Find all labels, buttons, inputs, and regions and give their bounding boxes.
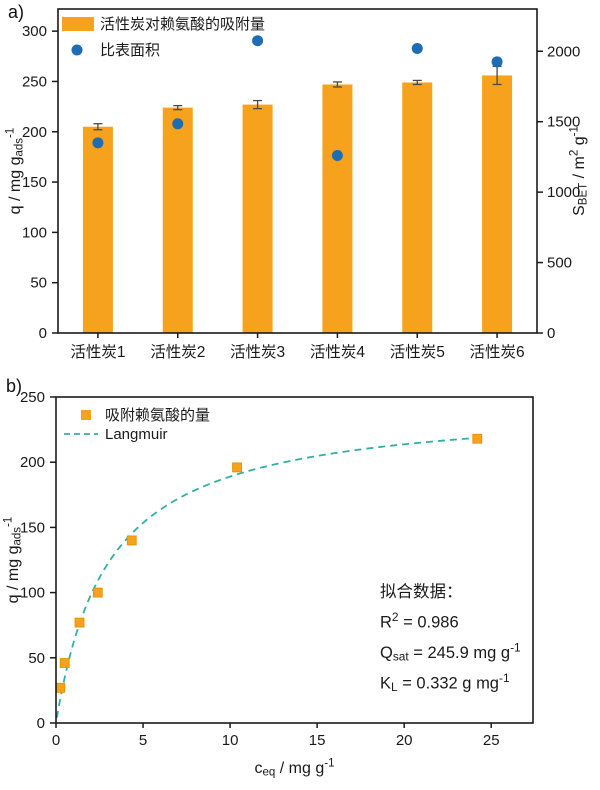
svg-text:1000: 1000 bbox=[547, 184, 580, 201]
panel-a-label: a) bbox=[8, 2, 25, 22]
error-bar bbox=[173, 104, 183, 111]
svg-text:活性炭4: 活性炭4 bbox=[310, 343, 366, 361]
svg-text:ceq / mg g-1: ceq / mg g-1 bbox=[255, 758, 335, 779]
data-point bbox=[472, 433, 483, 444]
svg-text:200: 200 bbox=[22, 124, 47, 141]
plot-frame-a bbox=[57, 8, 538, 334]
legend-dot-swatch bbox=[71, 44, 83, 56]
svg-text:吸附赖氨酸的量: 吸附赖氨酸的量 bbox=[105, 407, 210, 424]
svg-text:q / mg gads-1: q / mg gads-1 bbox=[5, 128, 26, 215]
sbet-point bbox=[252, 35, 264, 47]
svg-text:100: 100 bbox=[20, 585, 45, 602]
svg-text:20: 20 bbox=[396, 732, 413, 749]
svg-text:50: 50 bbox=[28, 650, 45, 667]
svg-text:比表面积: 比表面积 bbox=[100, 42, 160, 59]
svg-text:50: 50 bbox=[30, 275, 47, 292]
svg-text:2000: 2000 bbox=[547, 43, 580, 60]
data-point bbox=[92, 587, 103, 598]
svg-text:300: 300 bbox=[22, 23, 47, 40]
svg-text:250: 250 bbox=[20, 389, 45, 406]
sbet-point bbox=[411, 42, 423, 54]
svg-text:0: 0 bbox=[52, 732, 60, 749]
panel-a-chart: 0 50 100 150 200 250 300 0 500 1000 1500 2000 活性炭1 活性… bbox=[5, 8, 590, 361]
svg-text:SBET / m2 g-1: SBET / m2 g-1 bbox=[569, 126, 590, 216]
panel-b-label: b) bbox=[6, 376, 23, 396]
svg-text:KL = 0.332 g mg-1: KL = 0.332 g mg-1 bbox=[380, 671, 510, 694]
error-bar bbox=[332, 81, 342, 88]
svg-text:1500: 1500 bbox=[547, 114, 580, 131]
svg-text:活性炭6: 活性炭6 bbox=[470, 343, 525, 361]
svg-text:15: 15 bbox=[309, 732, 326, 749]
svg-text:拟合数据：: 拟合数据： bbox=[380, 582, 463, 601]
sbet-point bbox=[172, 118, 184, 130]
data-point bbox=[232, 462, 242, 473]
data-point bbox=[55, 682, 66, 693]
svg-text:25: 25 bbox=[483, 732, 500, 749]
svg-text:250: 250 bbox=[22, 73, 47, 90]
svg-text:200: 200 bbox=[20, 454, 45, 471]
svg-text:150: 150 bbox=[20, 519, 45, 536]
svg-text:100: 100 bbox=[22, 224, 47, 241]
error-bar bbox=[412, 79, 422, 86]
sbet-point bbox=[491, 56, 503, 68]
bar bbox=[402, 82, 433, 333]
legend-b: 吸附赖氨酸的量 Langmuir bbox=[64, 407, 210, 443]
svg-text:q / mg gads-1: q / mg gads-1 bbox=[3, 517, 24, 604]
svg-text:活性炭5: 活性炭5 bbox=[390, 343, 445, 361]
data-point bbox=[74, 617, 85, 628]
legend-square-swatch bbox=[81, 410, 91, 420]
legend-bar-swatch bbox=[62, 17, 94, 31]
svg-text:Qsat = 245.9 mg g-1: Qsat = 245.9 mg g-1 bbox=[380, 640, 521, 663]
error-bar bbox=[93, 123, 103, 131]
svg-text:活性炭1: 活性炭1 bbox=[70, 343, 125, 361]
svg-text:0: 0 bbox=[37, 715, 45, 732]
error-bar bbox=[253, 99, 263, 110]
bar bbox=[322, 84, 353, 333]
data-point bbox=[59, 658, 70, 668]
bar bbox=[162, 107, 193, 333]
plot-frame-b bbox=[55, 396, 534, 724]
svg-text:5: 5 bbox=[139, 732, 147, 749]
sbet-point bbox=[92, 137, 104, 149]
svg-text:150: 150 bbox=[22, 174, 47, 191]
bar bbox=[242, 104, 273, 334]
svg-text:500: 500 bbox=[547, 255, 572, 272]
bar bbox=[482, 75, 513, 333]
svg-text:0: 0 bbox=[547, 325, 555, 342]
svg-text:活性炭2: 活性炭2 bbox=[150, 343, 205, 361]
fit-annotation: 拟合数据： R2 = 0.986 Qsat = 245.9 mg g-1 KL = 0… bbox=[380, 582, 521, 694]
svg-text:0: 0 bbox=[39, 325, 47, 342]
svg-text:10: 10 bbox=[222, 732, 239, 749]
bar bbox=[82, 126, 113, 333]
sbet-point bbox=[331, 150, 343, 162]
svg-text:活性炭对赖氨酸的吸附量: 活性炭对赖氨酸的吸附量 bbox=[100, 16, 265, 33]
svg-text:R2 = 0.986: R2 = 0.986 bbox=[380, 610, 459, 632]
data-point bbox=[126, 535, 137, 546]
svg-text:活性炭3: 活性炭3 bbox=[230, 343, 285, 361]
svg-text:Langmuir: Langmuir bbox=[105, 426, 168, 443]
